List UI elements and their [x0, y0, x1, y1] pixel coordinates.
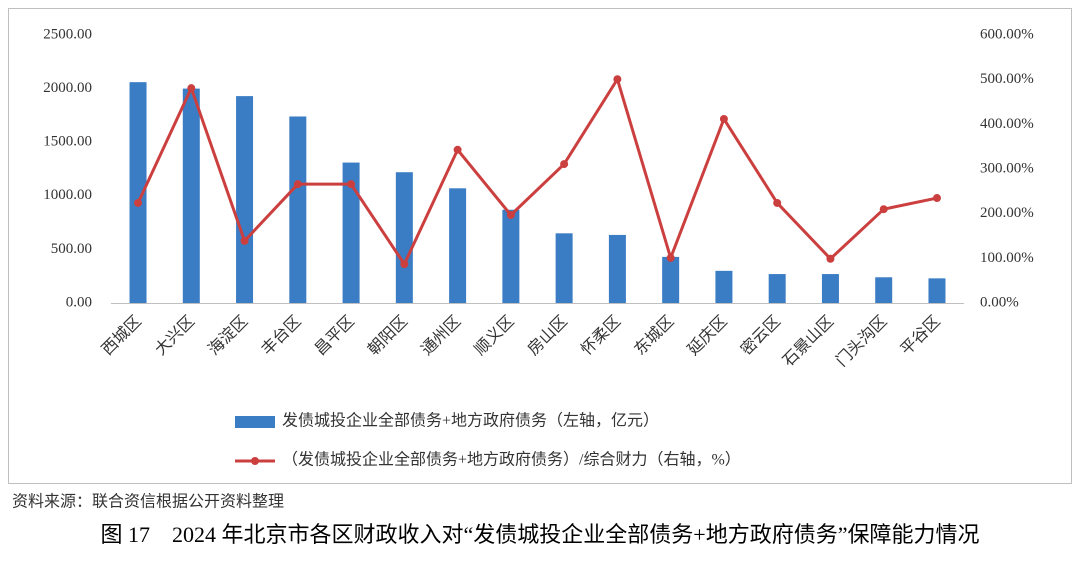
y2-tick-label: 400.00%: [980, 116, 1034, 132]
x-tick-label: 通州区: [418, 312, 465, 359]
y-tick-label: 2000.00: [43, 80, 92, 96]
source-note: 资料来源：联合资信根据公开资料整理: [12, 493, 284, 511]
bar: [289, 116, 307, 303]
y-tick-label: 0.00: [66, 294, 92, 310]
legend-marker: [251, 457, 259, 465]
caption: 图 17 2024 年北京市各区财政收入对“发债城投企业全部债务+地方政府债务”…: [101, 522, 980, 547]
x-tick-label: 丰台区: [258, 312, 305, 359]
line-marker: [400, 260, 409, 269]
bar: [608, 234, 626, 303]
x-tick-label: 平谷区: [897, 312, 944, 359]
line-marker: [506, 211, 515, 220]
line-marker: [826, 254, 835, 263]
y2-tick-label: 0.00%: [980, 294, 1019, 310]
y2-tick-label: 600.00%: [980, 26, 1034, 42]
x-tick-label: 朝阳区: [364, 312, 411, 359]
y2-tick-label: 500.00%: [980, 71, 1034, 87]
bar: [928, 278, 946, 303]
x-tick-label: 石景山区: [779, 312, 837, 370]
x-tick-label: 西城区: [98, 312, 145, 359]
line-marker: [187, 84, 196, 93]
x-tick-label: 大兴区: [151, 312, 198, 359]
y2-tick-label: 200.00%: [980, 205, 1034, 221]
line-marker: [453, 145, 462, 154]
bar: [715, 270, 733, 303]
bar: [129, 82, 147, 303]
bar: [662, 256, 680, 303]
bar: [502, 209, 520, 303]
line-marker: [560, 160, 569, 169]
x-tick-label: 房山区: [524, 312, 571, 359]
x-tick-label: 昌平区: [312, 313, 358, 359]
x-tick-label: 东城区: [631, 312, 678, 359]
line-marker: [932, 194, 941, 203]
line-marker: [134, 198, 143, 207]
bar: [449, 188, 467, 303]
x-tick-label: 怀柔区: [578, 312, 625, 359]
y2-tick-label: 300.00%: [980, 160, 1034, 176]
legend-label: 发债城投企业全部债务+地方政府债务（左轴，亿元）: [282, 412, 659, 430]
legend-label: （发债城投企业全部债务+地方政府债务）/综合财力（右轴，%）: [282, 451, 741, 469]
line-marker: [293, 180, 302, 189]
y-tick-label: 500.00: [51, 241, 92, 257]
y-tick-label: 2500.00: [43, 26, 92, 42]
line-marker: [666, 253, 675, 262]
y-tick-label: 1500.00: [43, 134, 92, 150]
bar: [555, 233, 573, 303]
line-marker: [879, 205, 888, 214]
bar: [342, 162, 360, 303]
x-tick-label: 延庆区: [684, 312, 731, 359]
line-marker: [773, 198, 782, 207]
chart-frame: [8, 8, 1072, 484]
line: [136, 75, 938, 268]
bar: [821, 274, 839, 303]
bar: [875, 277, 893, 303]
x-tick-label: 门头沟区: [833, 312, 891, 370]
line-marker: [719, 114, 728, 123]
y-tick-label: 1000.00: [43, 187, 92, 203]
bar: [182, 88, 200, 303]
bar: [395, 172, 413, 303]
x-tick-label: 海淀区: [205, 312, 252, 359]
y2-tick-label: 100.00%: [980, 250, 1034, 266]
x-tick-label: 密云区: [737, 312, 784, 359]
bar: [768, 274, 786, 303]
legend-swatch: [235, 416, 275, 428]
line-marker: [347, 180, 356, 189]
x-tick-label: 顺义区: [471, 312, 518, 359]
line-marker: [613, 75, 622, 84]
line-marker: [240, 236, 249, 245]
bar: [236, 96, 254, 303]
